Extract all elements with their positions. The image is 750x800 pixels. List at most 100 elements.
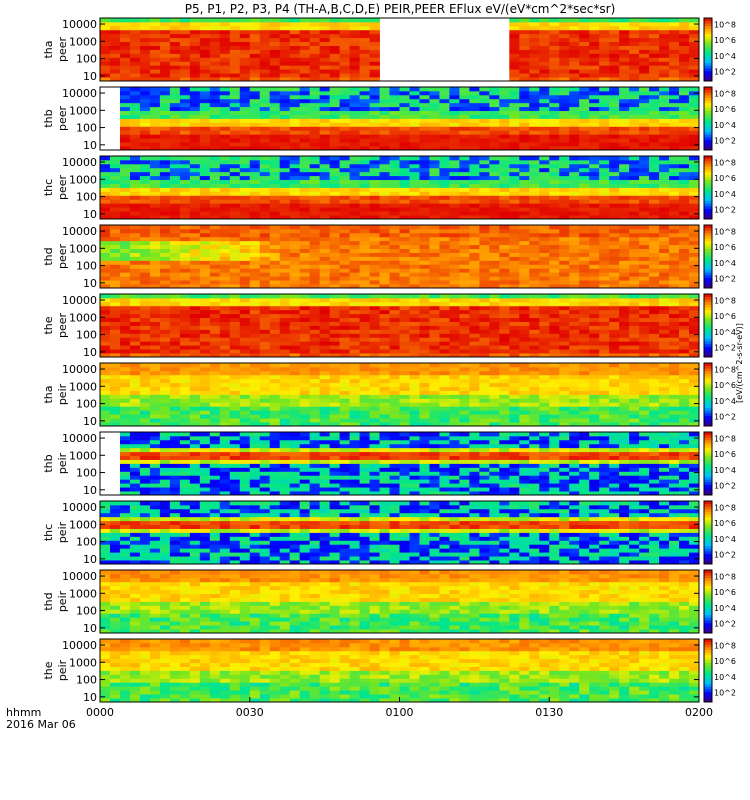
spectrogram-cell	[139, 114, 151, 119]
spectrogram-cell	[259, 333, 271, 338]
spectrogram-cell	[259, 183, 271, 188]
spectrogram-cell	[499, 171, 510, 177]
spectrogram-cell	[649, 114, 660, 119]
spectrogram-cell	[679, 183, 690, 188]
spectrogram-cell	[219, 309, 231, 315]
spectrogram-cell	[319, 268, 331, 273]
spectrogram-cell	[599, 203, 610, 208]
spectrogram-cell	[149, 406, 161, 411]
spectrogram-cell	[309, 225, 321, 230]
spectrogram-cell	[659, 199, 670, 204]
spectrogram-cell	[189, 305, 201, 311]
spectrogram-cell	[239, 294, 251, 299]
spectrogram-cell	[629, 317, 640, 322]
spectrogram-cell	[619, 134, 630, 139]
spectrogram-cell	[469, 294, 480, 299]
spectrogram-cell	[679, 49, 690, 54]
spectrogram-cell	[669, 325, 680, 330]
spectrogram-cell	[659, 126, 670, 131]
spectrogram-cell	[249, 272, 261, 277]
spectrogram-cell	[179, 207, 191, 212]
spectrogram-cell	[179, 146, 191, 151]
spectrogram-cell	[519, 268, 530, 273]
spectrogram-cell	[409, 187, 420, 192]
spectrogram-cell	[659, 57, 670, 62]
spectrogram-cell	[669, 69, 680, 74]
spectrogram-cell	[419, 313, 430, 319]
spectrogram-cell	[539, 191, 550, 196]
spectrogram-cell	[539, 183, 550, 188]
spectrogram-cell	[419, 90, 430, 96]
spectrogram-cell	[499, 256, 510, 261]
spectrogram-cell	[159, 232, 171, 238]
spectrogram-cell	[479, 175, 490, 181]
spectrogram-cell	[529, 268, 540, 273]
spectrogram-cell	[689, 240, 700, 246]
spectrogram-cell	[529, 284, 540, 289]
spectrogram-cell	[679, 211, 690, 216]
colorbar: 10^210^410^610^8	[703, 293, 736, 358]
spectrogram-cell	[219, 191, 231, 196]
spectrogram-cell	[339, 337, 350, 342]
spectrogram-cell	[459, 325, 470, 330]
colorbar-swatch	[704, 264, 712, 268]
spectrogram-cell	[449, 349, 460, 354]
spectrogram-cell	[599, 49, 610, 54]
spectrogram-cell	[579, 345, 590, 350]
spectrogram-cell	[219, 57, 231, 62]
spectrogram-cell	[669, 264, 680, 269]
spectrogram-cell	[119, 187, 131, 192]
spectrogram-cell	[389, 264, 400, 269]
spectrogram-cell	[259, 142, 271, 147]
spectrogram-cell	[259, 18, 271, 23]
spectrogram-cell	[489, 305, 500, 311]
spectrogram-cell	[579, 256, 590, 261]
spectrogram-cell	[369, 329, 380, 334]
spectrogram-cell	[339, 268, 350, 273]
spectrogram-cell	[659, 118, 670, 123]
spectrogram-cell	[129, 337, 141, 342]
spectrogram-cell	[359, 130, 370, 135]
spectrogram-cell	[269, 301, 281, 307]
spectrogram-cell	[659, 329, 670, 334]
spectrogram-cell	[399, 142, 410, 147]
spectrogram-cell	[489, 175, 500, 181]
spectrogram-cell	[479, 187, 490, 192]
spectrogram-cell	[379, 225, 390, 230]
spectrogram-cell	[429, 329, 440, 334]
spectrogram-cell	[119, 317, 131, 322]
spectrogram-cell	[259, 45, 271, 50]
spectrogram-cell	[339, 130, 350, 135]
spectrogram-cell	[529, 126, 540, 131]
spectrogram-cell	[539, 333, 550, 338]
spectrogram-cell	[469, 163, 480, 169]
spectrogram-cell	[129, 65, 141, 70]
spectrogram-cell	[489, 309, 500, 315]
spectrogram-cell	[389, 94, 400, 100]
spectrogram-cell	[309, 252, 321, 257]
spectrogram-cell	[219, 394, 231, 399]
spectrogram-cell	[629, 187, 640, 192]
spectrogram-cell	[189, 341, 201, 346]
spectrogram-cell	[189, 65, 201, 70]
spectrogram-cell	[679, 171, 690, 177]
spectrogram-cell	[239, 69, 251, 74]
spectrogram-cell	[669, 57, 680, 62]
spectrogram-cell	[379, 142, 390, 147]
spectrogram-cell	[319, 18, 331, 23]
spectrogram-cell	[149, 106, 161, 112]
spectrogram-cell	[499, 294, 510, 299]
spectrogram-cell	[339, 349, 350, 354]
spectrogram-cell	[129, 305, 141, 311]
spectrogram-cell	[669, 268, 680, 273]
spectrogram-cell	[399, 134, 410, 139]
spectrogram-cell	[489, 301, 500, 307]
spectrogram-cell	[659, 94, 670, 100]
spectrogram-cell	[219, 171, 231, 177]
spectrogram-cell	[219, 114, 231, 119]
spectrogram-cell	[439, 244, 450, 250]
spectrogram-cell	[549, 175, 560, 181]
spectrogram-cell	[139, 18, 151, 23]
spectrogram-cell	[209, 378, 221, 384]
spectrogram-cell	[499, 163, 510, 169]
